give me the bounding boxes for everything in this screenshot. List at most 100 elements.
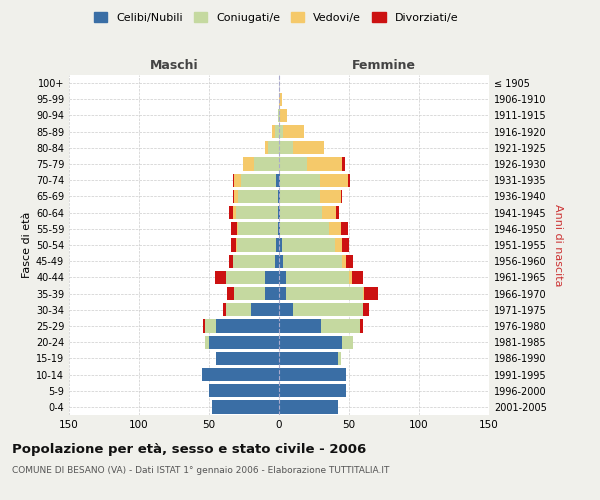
Bar — [278, 206, 279, 220]
Bar — [278, 190, 279, 203]
Text: Maschi: Maschi — [149, 59, 199, 72]
Bar — [205, 336, 209, 349]
Bar — [229, 254, 233, 268]
Bar — [342, 254, 346, 268]
Bar — [342, 238, 349, 252]
Bar — [238, 190, 278, 203]
Bar — [279, 254, 283, 268]
Bar — [321, 320, 360, 332]
Bar — [279, 270, 286, 284]
Bar — [234, 190, 238, 203]
Bar — [278, 222, 279, 235]
Bar — [279, 336, 342, 349]
Bar — [342, 158, 345, 170]
Bar — [232, 222, 237, 235]
Bar — [337, 206, 339, 220]
Bar — [279, 400, 338, 413]
Bar — [279, 190, 280, 203]
Bar — [286, 270, 349, 284]
Bar — [363, 303, 368, 316]
Bar — [227, 287, 234, 300]
Bar — [223, 303, 226, 316]
Bar — [280, 174, 320, 187]
Bar — [242, 158, 254, 170]
Bar — [349, 270, 352, 284]
Bar — [352, 270, 363, 284]
Bar — [335, 238, 342, 252]
Bar — [251, 303, 279, 316]
Bar — [283, 125, 304, 138]
Bar — [322, 206, 337, 220]
Y-axis label: Anni di nascita: Anni di nascita — [553, 204, 563, 286]
Bar — [238, 222, 278, 235]
Bar — [233, 190, 234, 203]
Bar — [279, 206, 280, 220]
Bar — [279, 320, 321, 332]
Bar — [279, 141, 293, 154]
Bar — [226, 303, 251, 316]
Y-axis label: Fasce di età: Fasce di età — [22, 212, 32, 278]
Legend: Celibi/Nubili, Coniugati/e, Vedovi/e, Divorziati/e: Celibi/Nubili, Coniugati/e, Vedovi/e, Di… — [89, 8, 463, 28]
Bar — [280, 190, 320, 203]
Bar — [236, 206, 278, 220]
Bar — [279, 352, 338, 365]
Bar — [216, 352, 279, 365]
Bar — [320, 190, 341, 203]
Bar — [307, 158, 342, 170]
Bar — [205, 320, 216, 332]
Bar — [233, 254, 275, 268]
Bar — [293, 141, 324, 154]
Bar — [329, 222, 341, 235]
Bar — [276, 174, 279, 187]
Bar — [276, 238, 279, 252]
Bar — [215, 270, 226, 284]
Bar — [233, 174, 234, 187]
Bar — [279, 109, 280, 122]
Bar — [216, 320, 279, 332]
Bar — [275, 125, 279, 138]
Bar — [202, 368, 279, 381]
Bar — [209, 336, 279, 349]
Bar — [265, 270, 279, 284]
Bar — [279, 303, 293, 316]
Bar — [360, 320, 363, 332]
Text: Popolazione per età, sesso e stato civile - 2006: Popolazione per età, sesso e stato civil… — [12, 442, 366, 456]
Bar — [293, 303, 363, 316]
Bar — [265, 141, 268, 154]
Bar — [341, 222, 347, 235]
Text: Femmine: Femmine — [352, 59, 416, 72]
Bar — [237, 238, 276, 252]
Bar — [232, 238, 236, 252]
Bar — [268, 141, 279, 154]
Bar — [272, 125, 275, 138]
Bar — [279, 368, 346, 381]
Bar — [275, 254, 279, 268]
Bar — [279, 238, 282, 252]
Bar — [280, 206, 322, 220]
Bar — [338, 352, 341, 365]
Bar — [203, 320, 205, 332]
Text: COMUNE DI BESANO (VA) - Dati ISTAT 1° gennaio 2006 - Elaborazione TUTTITALIA.IT: COMUNE DI BESANO (VA) - Dati ISTAT 1° ge… — [12, 466, 389, 475]
Bar — [237, 222, 238, 235]
Bar — [279, 287, 286, 300]
Bar — [341, 190, 342, 203]
Bar — [233, 206, 236, 220]
Bar — [265, 287, 279, 300]
Bar — [346, 254, 353, 268]
Bar — [363, 287, 364, 300]
Bar — [234, 174, 241, 187]
Bar — [282, 238, 335, 252]
Bar — [279, 158, 307, 170]
Bar — [347, 174, 350, 187]
Bar — [283, 254, 342, 268]
Bar — [226, 270, 265, 284]
Bar — [209, 384, 279, 398]
Bar — [280, 109, 287, 122]
Bar — [234, 287, 265, 300]
Bar — [280, 222, 329, 235]
Bar — [364, 287, 379, 300]
Bar — [320, 174, 347, 187]
Bar — [236, 238, 237, 252]
Bar — [279, 222, 280, 235]
Bar — [212, 400, 279, 413]
